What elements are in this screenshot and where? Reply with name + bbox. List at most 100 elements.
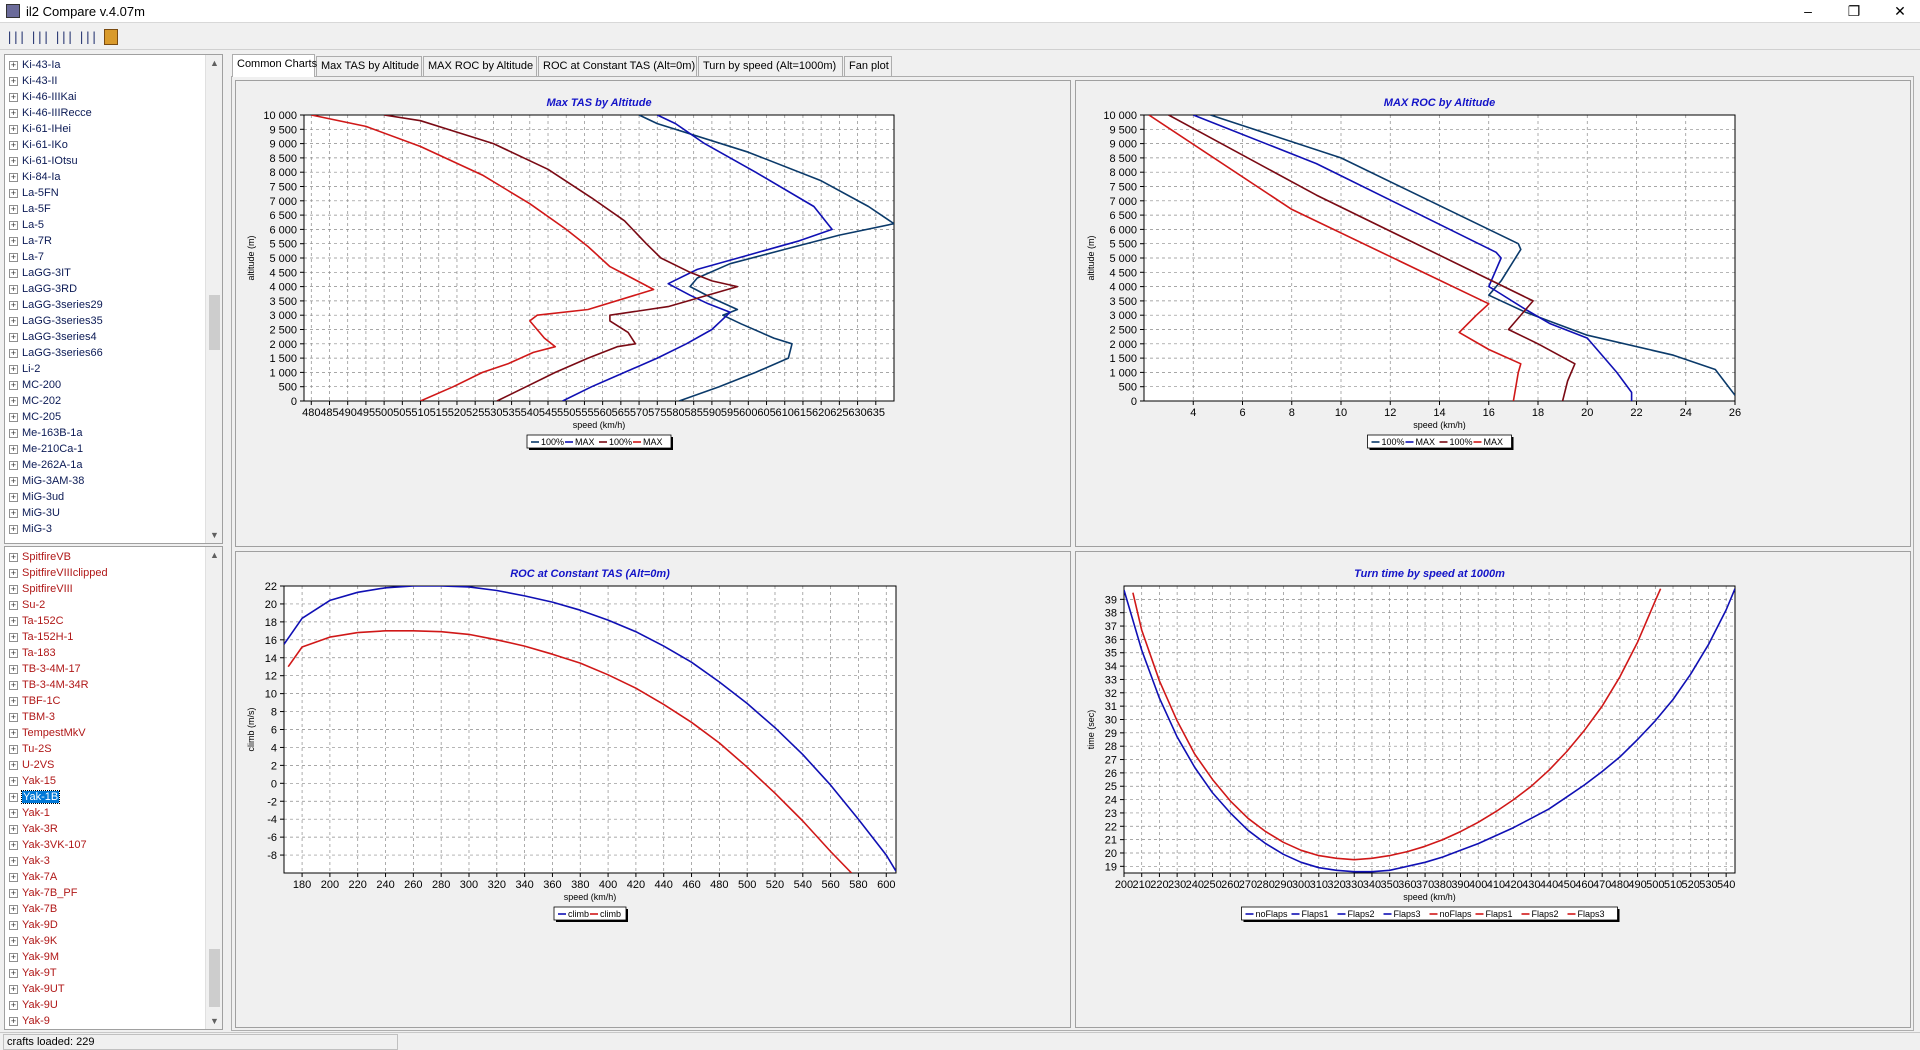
expand-icon[interactable]: +	[9, 647, 18, 658]
expand-icon[interactable]: +	[9, 599, 18, 610]
expand-icon[interactable]: +	[9, 267, 18, 278]
list-item[interactable]: + MiG-3AM-38	[9, 473, 84, 489]
list-item[interactable]: + La-5FN	[9, 185, 59, 201]
scroll-up-icon[interactable]: ▲	[210, 550, 219, 560]
list-item[interactable]: + Ki-43-Ia	[9, 57, 61, 73]
expand-icon[interactable]: +	[9, 363, 18, 374]
expand-icon[interactable]: +	[9, 999, 18, 1010]
list-item[interactable]: + Ki-46-IIIKai	[9, 89, 76, 105]
expand-icon[interactable]: +	[9, 219, 18, 230]
list-item[interactable]: + Ki-61-IHei	[9, 121, 71, 137]
expand-icon[interactable]: +	[9, 759, 18, 770]
expand-icon[interactable]: +	[9, 523, 18, 534]
expand-icon[interactable]: +	[9, 935, 18, 946]
list-item[interactable]: + Me-163B-1a	[9, 425, 83, 441]
expand-icon[interactable]: +	[9, 443, 18, 454]
list-item[interactable]: + Yak-3	[9, 853, 50, 869]
tab-turn-by-speed[interactable]: Turn by speed (Alt=1000m)	[698, 56, 843, 76]
list-item[interactable]: + Yak-7B_PF	[9, 885, 77, 901]
expand-icon[interactable]: +	[9, 679, 18, 690]
expand-icon[interactable]: +	[9, 871, 18, 882]
expand-icon[interactable]: +	[9, 91, 18, 102]
scroll-thumb[interactable]	[209, 949, 220, 1007]
expand-icon[interactable]: +	[9, 155, 18, 166]
expand-icon[interactable]: +	[9, 75, 18, 86]
list-item[interactable]: + LaGG-3series66	[9, 345, 103, 361]
list-item[interactable]: + TB-3-4M-34R	[9, 677, 89, 693]
expand-icon[interactable]: +	[9, 695, 18, 706]
list-item[interactable]: + Yak-9U	[9, 997, 58, 1013]
expand-icon[interactable]: +	[9, 839, 18, 850]
list-item[interactable]: + SpitfireVIIIclipped	[9, 565, 108, 581]
scroll-down-icon[interactable]: ▼	[210, 1016, 219, 1026]
list-item[interactable]: + TBM-3	[9, 709, 55, 725]
expand-icon[interactable]: +	[9, 711, 18, 722]
list-item[interactable]: + Ta-152H-1	[9, 629, 73, 645]
expand-icon[interactable]: +	[9, 775, 18, 786]
expand-icon[interactable]: +	[9, 823, 18, 834]
expand-icon[interactable]: +	[9, 379, 18, 390]
list-item[interactable]: + Yak-3R	[9, 821, 58, 837]
expand-icon[interactable]: +	[9, 475, 18, 486]
list-item[interactable]: + TempestMkV	[9, 725, 86, 741]
list-item[interactable]: + Yak-9T	[9, 965, 57, 981]
tab-roc-const-tas[interactable]: ROC at Constant TAS (Alt=0m)	[538, 56, 697, 76]
expand-icon[interactable]: +	[9, 299, 18, 310]
expand-icon[interactable]: +	[9, 967, 18, 978]
list-item[interactable]: + LaGG-3series35	[9, 313, 103, 329]
list-item[interactable]: + LaGG-3RD	[9, 281, 77, 297]
list-item[interactable]: + Ki-84-Ia	[9, 169, 61, 185]
list-item[interactable]: + Ki-61-IOtsu	[9, 153, 78, 169]
list-item[interactable]: + MiG-3	[9, 521, 52, 537]
list-top-scrollbar[interactable]: ▲ ▼	[205, 55, 222, 543]
list-item[interactable]: + Me-210Ca-1	[9, 441, 83, 457]
expand-icon[interactable]: +	[9, 171, 18, 182]
expand-icon[interactable]: +	[9, 59, 18, 70]
list-item[interactable]: + Ta-183	[9, 645, 56, 661]
list-item[interactable]: + La-7	[9, 249, 44, 265]
expand-icon[interactable]: +	[9, 551, 18, 562]
aircraft-list-top[interactable]: ▲ ▼ + Ki-43-Ia + Ki-43-II + Ki-46-IIIKai + Ki-4…	[4, 54, 223, 544]
list-item[interactable]: + Ki-46-IIIRecce	[9, 105, 92, 121]
expand-icon[interactable]: +	[9, 331, 18, 342]
close-button[interactable]: ✕	[1894, 3, 1906, 19]
expand-icon[interactable]: +	[9, 411, 18, 422]
book-icon[interactable]	[104, 29, 118, 45]
tab-common-charts[interactable]: Common Charts	[232, 54, 317, 77]
expand-icon[interactable]: +	[9, 631, 18, 642]
list-bottom-scrollbar[interactable]: ▲ ▼	[205, 547, 222, 1029]
list-item[interactable]: + Yak-9D	[9, 917, 58, 933]
expand-icon[interactable]: +	[9, 107, 18, 118]
expand-icon[interactable]: +	[9, 203, 18, 214]
list-item[interactable]: + Li-2	[9, 361, 40, 377]
expand-icon[interactable]: +	[9, 491, 18, 502]
list-item[interactable]: + MiG-3ud	[9, 489, 64, 505]
expand-icon[interactable]: +	[9, 951, 18, 962]
expand-icon[interactable]: +	[9, 615, 18, 626]
expand-icon[interactable]: +	[9, 807, 18, 818]
list-item[interactable]: + Ta-152C	[9, 613, 64, 629]
expand-icon[interactable]: +	[9, 743, 18, 754]
aircraft-list-bottom[interactable]: ▲ ▼ + SpitfireVB + SpitfireVIIIclipped + Spit…	[4, 546, 223, 1030]
list-item[interactable]: + SpitfireVB	[9, 549, 71, 565]
expand-icon[interactable]: +	[9, 347, 18, 358]
expand-icon[interactable]: +	[9, 983, 18, 994]
expand-icon[interactable]: +	[9, 727, 18, 738]
expand-icon[interactable]: +	[9, 887, 18, 898]
expand-icon[interactable]: +	[9, 315, 18, 326]
bars-icon-1[interactable]: |||	[6, 30, 26, 44]
tab-fan-plot[interactable]: Fan plot	[844, 56, 892, 76]
expand-icon[interactable]: +	[9, 187, 18, 198]
expand-icon[interactable]: +	[9, 427, 18, 438]
list-item[interactable]: + La-5F	[9, 201, 51, 217]
list-item[interactable]: + MC-202	[9, 393, 61, 409]
list-item[interactable]: + Ki-61-IKo	[9, 137, 68, 153]
list-item[interactable]: + LaGG-3series29	[9, 297, 103, 313]
list-item[interactable]: + Yak-9M	[9, 949, 59, 965]
list-item[interactable]: + TBF-1C	[9, 693, 61, 709]
expand-icon[interactable]: +	[9, 567, 18, 578]
expand-icon[interactable]: +	[9, 235, 18, 246]
list-item[interactable]: + Yak-15	[9, 773, 56, 789]
minimize-button[interactable]: –	[1804, 3, 1812, 19]
list-item[interactable]: + MC-200	[9, 377, 61, 393]
